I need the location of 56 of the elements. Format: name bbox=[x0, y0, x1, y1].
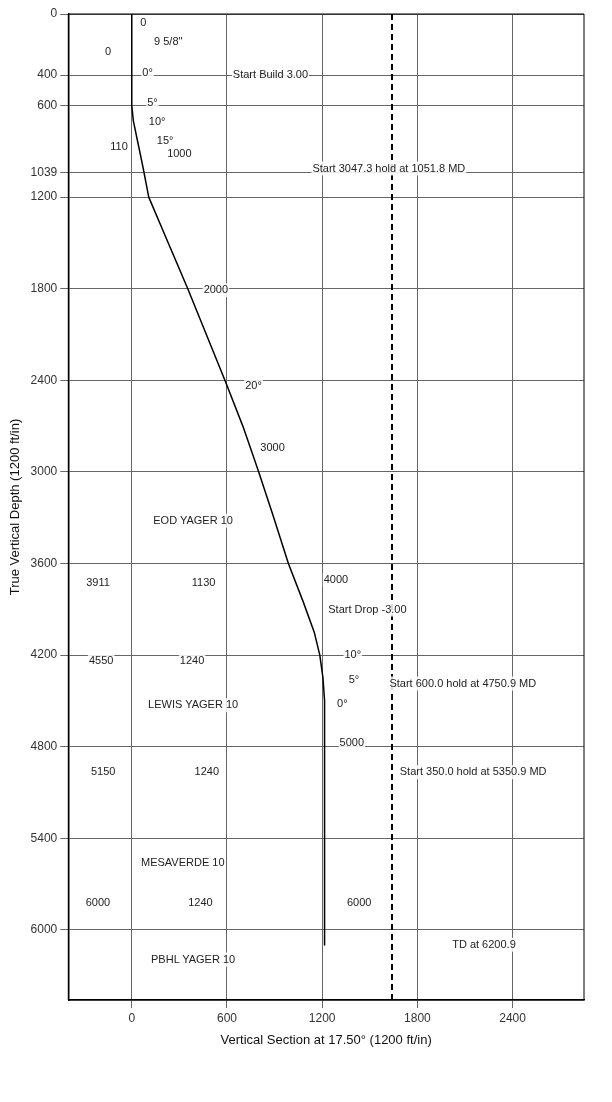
y-tick-label: 1039 bbox=[30, 164, 58, 179]
annotation: 15° bbox=[156, 133, 174, 146]
annotation: 5000 bbox=[339, 735, 365, 748]
annotation: 1240 bbox=[188, 896, 213, 909]
annotation: 10° bbox=[148, 115, 166, 128]
annotation: 0 bbox=[140, 16, 147, 29]
y-axis-title: True Vertical Depth (1200 ft/in) bbox=[7, 418, 23, 596]
annotation: 10° bbox=[344, 648, 362, 661]
annotation: PBHL YAGER 10 bbox=[151, 952, 236, 965]
y-tick-label: 1800 bbox=[30, 281, 58, 296]
annotation: Start 3047.3 hold at 1051.8 MD bbox=[312, 161, 466, 174]
annotation: 1240 bbox=[194, 765, 220, 778]
annotation: 5° bbox=[147, 95, 158, 108]
annotation: 4550 bbox=[88, 654, 114, 667]
annotation: Start 600.0 hold at 4750.9 MD bbox=[389, 676, 537, 689]
x-tick-label: 1800 bbox=[404, 1010, 432, 1025]
annotation: 1000 bbox=[167, 147, 192, 160]
annotation: 6000 bbox=[85, 896, 111, 909]
annotation: EOD YAGER 10 bbox=[153, 513, 233, 526]
x-tick-label: 2400 bbox=[499, 1010, 527, 1025]
y-tick-label: 1200 bbox=[30, 189, 58, 204]
annotation: 20° bbox=[245, 379, 262, 392]
y-tick-label: 600 bbox=[37, 97, 58, 112]
annotation: 6000 bbox=[346, 896, 372, 909]
annotation: Start Drop -3.00 bbox=[328, 602, 407, 615]
annotation: 0 bbox=[104, 45, 112, 58]
y-tick-label: 3000 bbox=[30, 464, 58, 479]
x-tick-label: 0 bbox=[128, 1010, 136, 1025]
annotation: 1240 bbox=[179, 654, 205, 667]
x-axis-title: Vertical Section at 17.50° (1200 ft/in) bbox=[220, 1031, 432, 1047]
annotation: MESAVERDE 10 bbox=[141, 855, 225, 868]
annotation: 5° bbox=[348, 672, 360, 685]
annotation: TD at 6200.9 bbox=[452, 937, 516, 950]
annotation: 3000 bbox=[260, 440, 285, 453]
annotation: 1130 bbox=[191, 576, 216, 589]
y-tick-label: 400 bbox=[37, 67, 58, 82]
x-tick-label: 600 bbox=[216, 1010, 238, 1025]
y-tick-label: 4200 bbox=[30, 647, 58, 662]
y-tick-label: 3600 bbox=[30, 555, 58, 570]
annotation: 9 5/8" bbox=[154, 34, 183, 47]
y-tick-label: 6000 bbox=[30, 922, 58, 937]
annotation: 3911 bbox=[86, 576, 110, 589]
y-tick-label: 2400 bbox=[30, 372, 58, 387]
annotation: Start 350.0 hold at 5350.9 MD bbox=[399, 765, 547, 778]
annotation: 0° bbox=[337, 696, 348, 709]
annotation: 0° bbox=[142, 66, 153, 79]
annotation: 110 bbox=[110, 139, 128, 152]
x-tick-label: 1200 bbox=[308, 1010, 336, 1025]
annotation: 2000 bbox=[203, 283, 229, 296]
y-tick-label: 0 bbox=[50, 6, 58, 21]
annotation: 4000 bbox=[323, 573, 349, 586]
y-tick-label: 5400 bbox=[30, 830, 58, 845]
annotation: LEWIS YAGER 10 bbox=[148, 698, 239, 711]
annotation: Start Build 3.00 bbox=[232, 68, 309, 81]
y-tick-label: 4800 bbox=[30, 738, 58, 753]
annotation: 5150 bbox=[90, 765, 116, 778]
